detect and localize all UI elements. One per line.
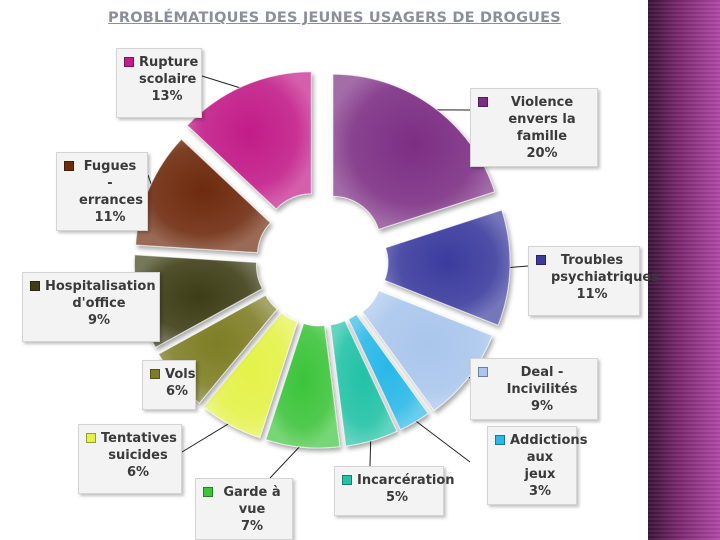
leader-line bbox=[369, 436, 372, 467]
slice-value-label: 11% bbox=[94, 210, 126, 225]
pie-slice-5 bbox=[329, 320, 398, 447]
pie-slice-1 bbox=[332, 73, 496, 230]
callout-10: Fugues - errances 11% bbox=[56, 152, 148, 231]
legend-swatch bbox=[86, 433, 96, 443]
slice-value-label: 6% bbox=[126, 465, 150, 480]
slice-label: Incarcération bbox=[357, 473, 455, 488]
callout-11: Rupture scolaire 13% bbox=[116, 48, 202, 118]
legend-swatch bbox=[478, 367, 488, 377]
pie-chart bbox=[133, 71, 529, 479]
slice-value-label: 20% bbox=[526, 146, 558, 161]
slice-label: Violence envers la famille bbox=[508, 95, 576, 144]
pie-slice-3 bbox=[361, 290, 493, 412]
slice-value-label: 7% bbox=[240, 519, 264, 534]
decorative-side-band bbox=[648, 0, 720, 540]
slice-label: Rupture scolaire bbox=[139, 55, 199, 87]
legend-swatch bbox=[203, 487, 213, 497]
callout-2: Troubles psychiatriques 11% bbox=[528, 246, 659, 316]
leader-line bbox=[269, 442, 304, 479]
slice-label: Fugues - errances bbox=[79, 159, 143, 208]
slice-value-label: 11% bbox=[576, 287, 608, 302]
legend-swatch bbox=[150, 369, 160, 379]
leader-line bbox=[412, 418, 471, 463]
leader-line bbox=[201, 75, 246, 90]
pie-slice-7 bbox=[203, 312, 299, 439]
callout-6: Garde à vue 7% bbox=[195, 478, 293, 540]
slice-value-label: 9% bbox=[87, 313, 111, 328]
legend-swatch bbox=[495, 435, 505, 445]
callout-5: Incarcération 5% bbox=[334, 466, 455, 516]
pie-slice-4 bbox=[347, 313, 429, 431]
callout-3: Deal - Incivilités 9% bbox=[470, 358, 598, 420]
legend-swatch bbox=[478, 97, 488, 107]
pie-slice-11 bbox=[186, 71, 312, 210]
legend-swatch bbox=[30, 281, 40, 291]
slice-label: Vols bbox=[165, 367, 196, 382]
chart-title: PROBLÉMATIQUES DES JEUNES USAGERS DE DRO… bbox=[108, 10, 561, 26]
callout-7: Tentatives suicides 6% bbox=[78, 424, 182, 494]
slice-label: Troubles psychiatriques bbox=[551, 253, 659, 285]
slice-label: Garde à vue bbox=[223, 485, 281, 517]
legend-swatch bbox=[64, 161, 74, 171]
slice-label: Hospitalisation d'office bbox=[45, 279, 156, 311]
slice-value-label: 9% bbox=[530, 399, 554, 414]
slice-label: Tentatives suicides bbox=[101, 431, 177, 463]
callout-1: Violence envers la famille 20% bbox=[470, 88, 598, 167]
leader-line bbox=[181, 421, 233, 453]
slice-value-label: 3% bbox=[528, 484, 552, 499]
slice-value-label: 5% bbox=[385, 490, 409, 505]
slice-label: Addictions aux jeux bbox=[510, 433, 588, 482]
callout-9: Hospitalisation d'office 9% bbox=[22, 272, 160, 342]
legend-swatch bbox=[536, 255, 546, 265]
slice-value-label: 6% bbox=[165, 384, 189, 399]
slice-label: Deal - Incivilités bbox=[506, 365, 578, 397]
callout-8: Vols 6% bbox=[142, 360, 196, 410]
callout-4: Addictions aux jeux 3% bbox=[487, 426, 588, 505]
slice-value-label: 13% bbox=[151, 89, 183, 104]
legend-swatch bbox=[342, 475, 352, 485]
pie-slice-2 bbox=[383, 209, 511, 326]
legend-swatch bbox=[124, 57, 134, 67]
pie-slice-6 bbox=[265, 322, 341, 449]
